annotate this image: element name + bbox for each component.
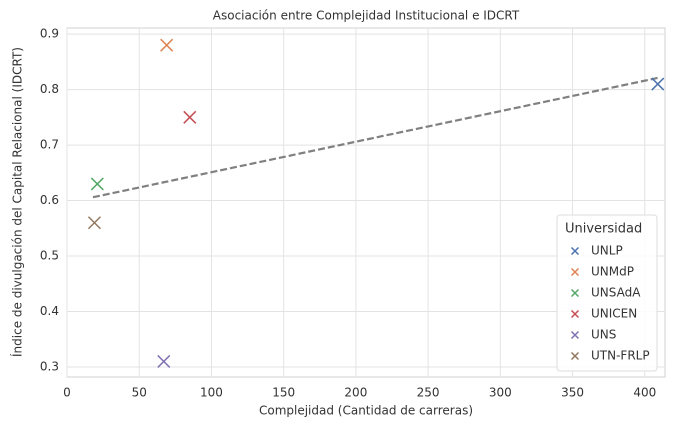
point: [90, 177, 104, 191]
legend-label: UTN-FRLP: [591, 349, 650, 363]
legend-label: UNICEN: [591, 307, 637, 321]
legend-title: Universidad: [565, 222, 642, 237]
y-tick-label: 0.4: [40, 304, 59, 318]
y-tick-label: 0.7: [40, 138, 59, 152]
y-tick-label: 0.3: [40, 360, 59, 374]
x-tick-label: 200: [344, 386, 367, 400]
legend-label: UNMdP: [591, 265, 634, 279]
point: [651, 77, 665, 91]
x-tick-label: 100: [200, 386, 223, 400]
legend-label: UNSAdA: [591, 286, 641, 300]
point: [160, 38, 174, 52]
x-tick-label: 50: [132, 386, 147, 400]
point: [183, 110, 197, 124]
x-tick-label: 150: [272, 386, 295, 400]
point: [157, 354, 171, 368]
x-tick-label: 250: [417, 386, 440, 400]
x-tick-label: 0: [63, 386, 71, 400]
y-tick-label: 0.6: [40, 193, 59, 207]
grid: [66, 28, 665, 377]
x-tick-label: 350: [561, 386, 584, 400]
legend-marker: [570, 309, 580, 319]
y-tick-label: 0.8: [40, 82, 59, 96]
legend-marker: [570, 246, 580, 256]
x-axis-label: Complejidad (Cantidad de carreras): [259, 404, 473, 418]
trend-line: [92, 76, 659, 199]
y-tick-label: 0.5: [40, 249, 59, 263]
y-axis-label: Índice de divulgación del Capital Relaci…: [10, 47, 25, 357]
x-tick-label: 400: [633, 386, 656, 400]
legend-box: [556, 214, 658, 372]
legend-marker: [570, 330, 580, 340]
legend-label: UNLP: [591, 244, 623, 258]
legend-label: UNS: [591, 328, 616, 342]
legend-marker: [570, 288, 580, 298]
legend-marker: [570, 351, 580, 361]
point: [87, 216, 101, 230]
y-tick-label: 0.9: [40, 27, 59, 41]
legend: Universidad UNLP UNMdP UNSAdA UNICEN UNS UTN-F…: [556, 214, 658, 372]
legend-marker: [570, 267, 580, 277]
x-tick-label: 300: [489, 386, 512, 400]
chart-title: Asociación entre Complejidad Institucion…: [213, 9, 520, 23]
